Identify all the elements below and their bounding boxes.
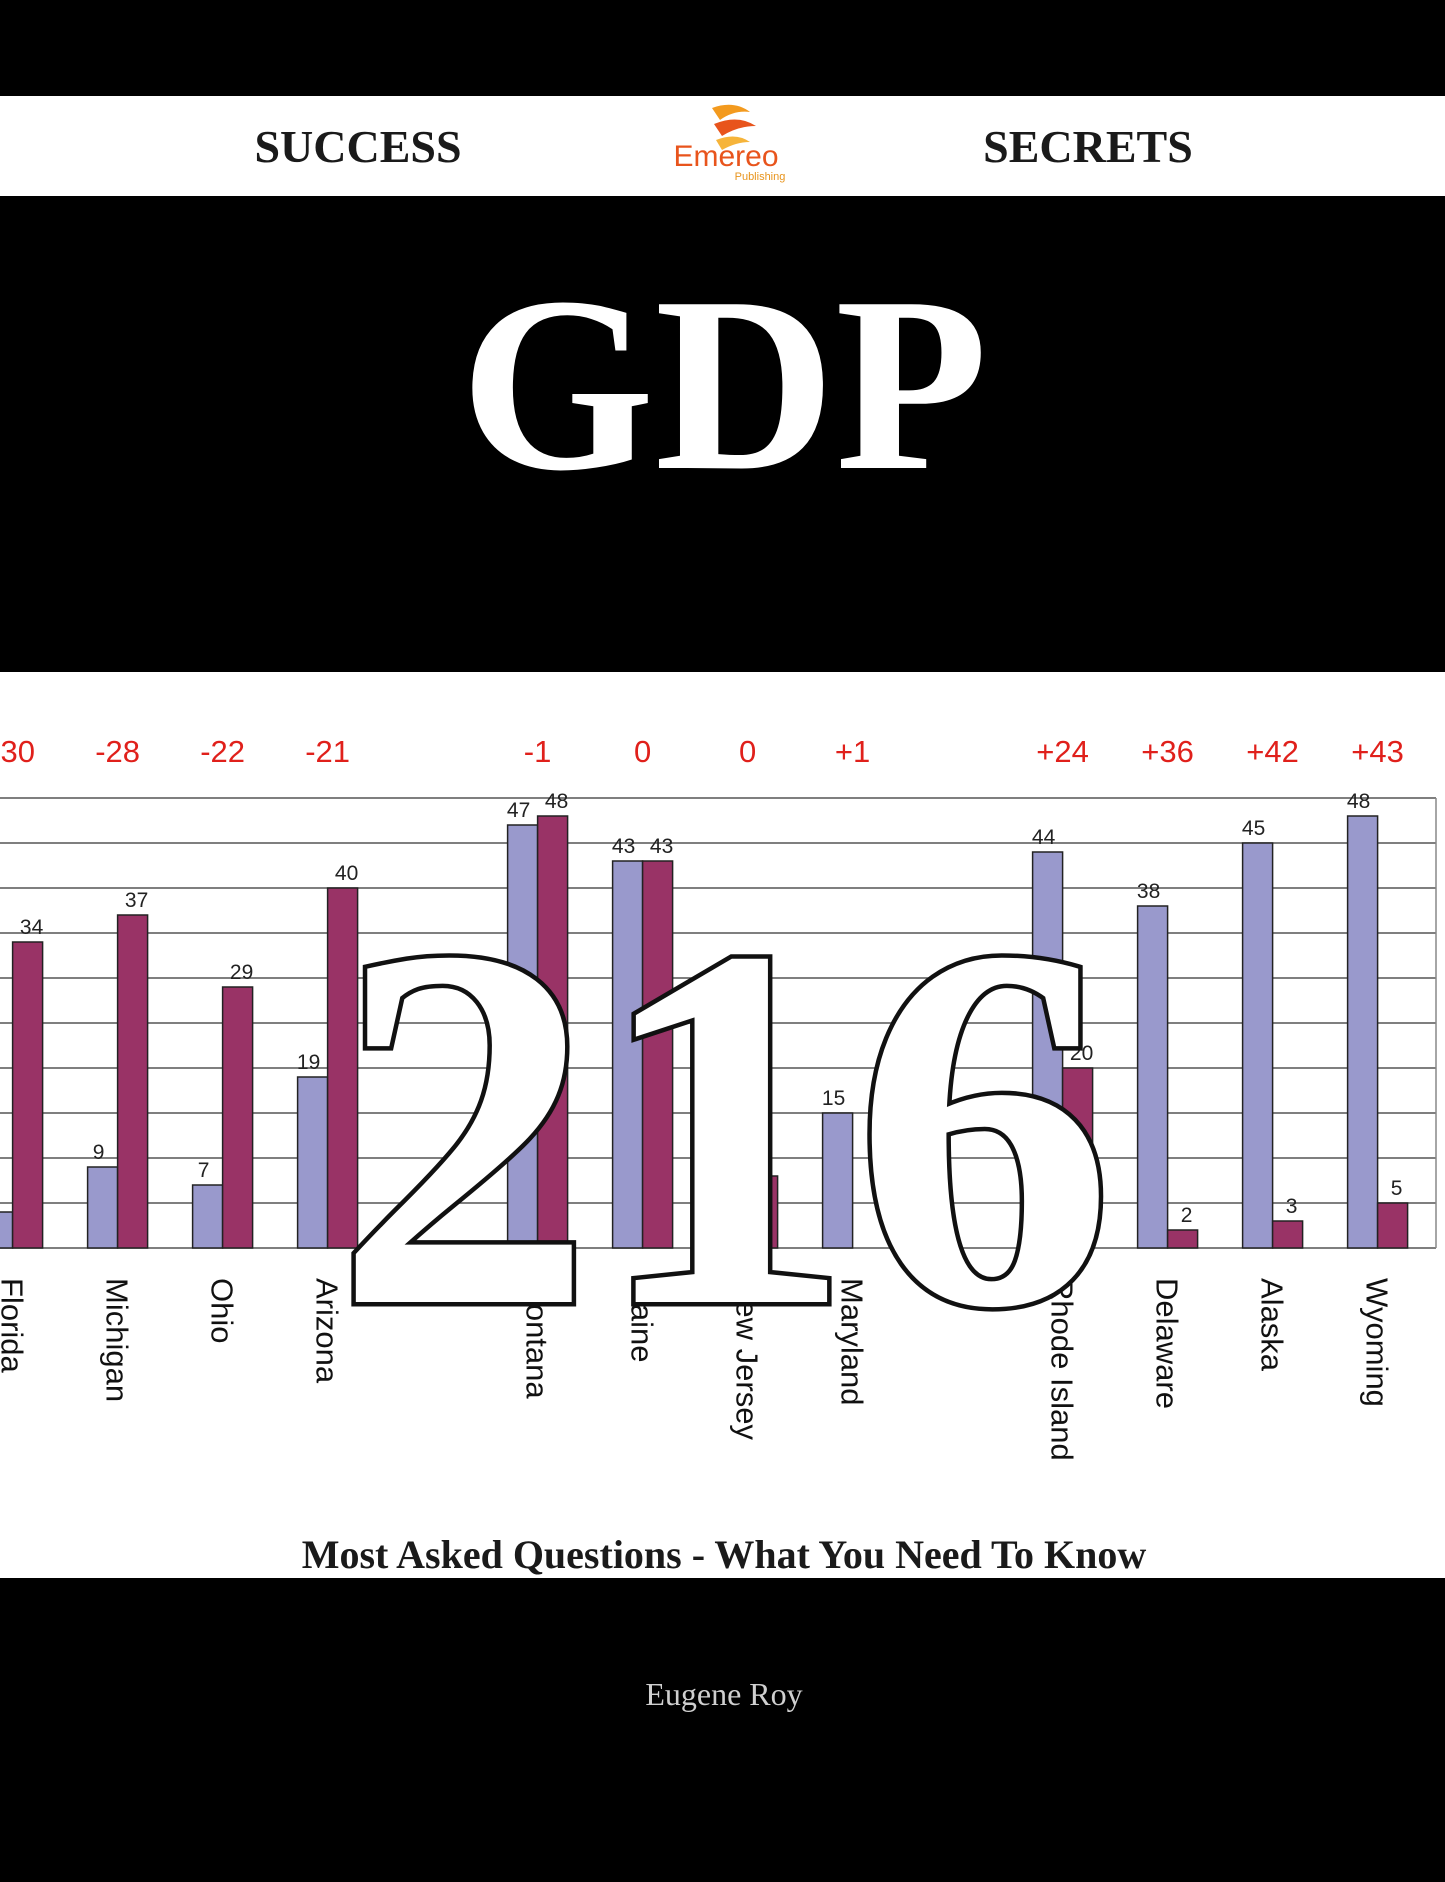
value-label: 29 [230,961,253,984]
category-label: New Jersey [730,1278,765,1440]
bar [116,914,149,1249]
category-label: Florida [0,1278,30,1374]
category-label: Ohio [205,1278,240,1343]
category-label: Maine [625,1278,660,1362]
value-label: 45 [1242,817,1265,840]
category-label: Rhode Island [1045,1278,1080,1461]
change-label: -30 [0,734,35,769]
bar [1166,1229,1199,1249]
value-label: 38 [1137,880,1160,903]
change-label: 0 [739,734,756,769]
bar [1271,1220,1304,1249]
value-label: 5 [1391,1177,1403,1200]
value-label: 2 [1181,1204,1193,1227]
category-label: Michigan [100,1278,135,1402]
bar [1346,815,1379,1249]
value-label: 43 [612,835,635,858]
bar [821,1112,854,1249]
bar [641,860,674,1249]
value-label: 48 [545,790,568,813]
value-label: 8 [761,1150,773,1173]
logo-name: Emereo [673,140,778,173]
chart: Florida-30434Michigan-28937Ohio-22729Ari… [0,734,1437,1461]
change-label: +36 [1141,734,1194,769]
value-label: 40 [335,862,358,885]
value-label: 43 [650,835,673,858]
title: GDP [460,246,988,523]
bar [11,941,44,1249]
category-label: Alaska [1255,1278,1290,1372]
value-label: 19 [297,1051,320,1074]
value-label: 3 [1286,1195,1298,1218]
logo-swirl [716,136,750,150]
value-label: 44 [1032,826,1056,849]
value-label: 37 [125,889,148,912]
header-right: SECRETS [983,121,1193,172]
header-left: SUCCESS [254,121,461,172]
bar [191,1184,224,1249]
bar [1136,905,1169,1249]
bar [1376,1202,1409,1249]
change-label: +24 [1036,734,1089,769]
value-label: 7 [198,1159,210,1182]
logo-swirl [712,104,750,120]
category-label: Wyoming [1360,1278,1395,1407]
change-label: -21 [305,734,350,769]
change-label: +43 [1351,734,1404,769]
value-label: 47 [507,799,530,822]
value-label: 34 [20,916,44,939]
bar [1061,1067,1094,1249]
bar [326,887,359,1249]
bar [1241,842,1274,1249]
value-label: 20 [1070,1042,1093,1065]
category-label: Delaware [1150,1278,1185,1409]
question-count: 216 [334,840,1114,1415]
change-label: +1 [835,734,870,769]
category-label: Arizona [310,1278,345,1384]
value-label: 15 [822,1087,845,1110]
bar [746,1175,779,1249]
logo-sub: Publishing [735,171,786,183]
bar [86,1166,119,1249]
logo-swirl [714,119,756,136]
change-label: -28 [95,734,140,769]
change-label: -22 [200,734,245,769]
change-label: +42 [1246,734,1299,769]
bar [0,1211,14,1249]
bar [611,860,644,1249]
bar [221,986,254,1249]
category-label: Maryland [835,1278,870,1406]
bar [296,1076,329,1249]
value-label: 9 [93,1141,105,1164]
subtitle: Most Asked Questions - What You Need To … [302,1532,1147,1577]
change-label: -1 [524,734,552,769]
bar [1031,851,1064,1249]
category-label: Montana [520,1278,555,1399]
author: Eugene Roy [645,1676,802,1712]
bar [536,815,569,1249]
logo: Emereo Publishing [673,104,786,183]
change-label: 0 [634,734,651,769]
value-label: 48 [1347,790,1370,813]
